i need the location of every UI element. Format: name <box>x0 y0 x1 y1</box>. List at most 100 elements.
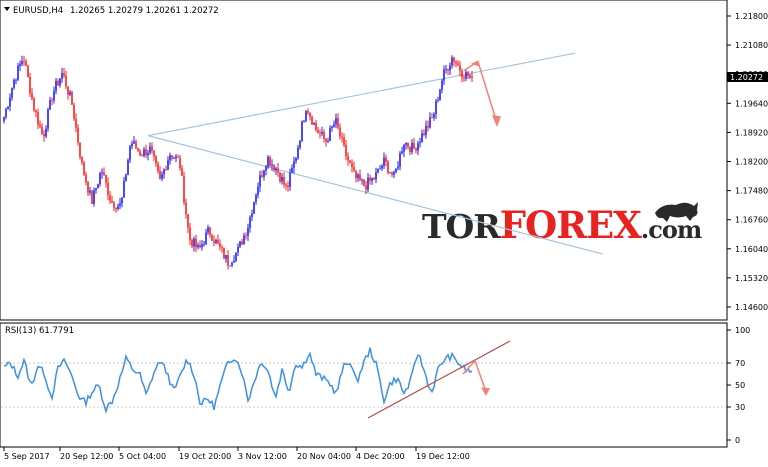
candle-body <box>403 144 405 152</box>
price-tick-label: 1.21080 <box>735 41 768 50</box>
candle-body <box>289 172 291 187</box>
candle-body <box>291 167 293 173</box>
candle-body <box>211 234 213 241</box>
candle-body <box>471 76 473 78</box>
time-tick-label: 5 Oct 04:00 <box>119 452 166 461</box>
candle-body <box>279 172 281 182</box>
candle-body <box>371 178 373 181</box>
candle-body <box>171 155 173 159</box>
candle-body <box>287 185 289 187</box>
candle-body <box>7 106 9 109</box>
rsi-line <box>3 347 473 415</box>
candle-body <box>219 243 221 248</box>
candle-body <box>167 160 169 170</box>
candle-body <box>407 142 409 147</box>
rsi-panel[interactable] <box>0 322 728 448</box>
candle-body <box>181 168 183 177</box>
candle-body <box>53 90 55 101</box>
candle-body <box>35 110 37 113</box>
candle-body <box>277 168 279 173</box>
candle-body <box>227 255 229 266</box>
candle-body <box>125 174 127 181</box>
candle-body <box>459 65 461 71</box>
candle-body <box>89 190 91 193</box>
candle-body <box>373 178 375 180</box>
time-tick-label: 4 Dec 20:00 <box>356 452 405 461</box>
candle-body <box>237 246 239 253</box>
candle-body <box>195 238 197 248</box>
candle-body <box>275 168 277 171</box>
upper-trendline <box>147 52 576 137</box>
candle-body <box>365 185 367 190</box>
candle-body <box>281 177 283 182</box>
candle-body <box>341 136 343 138</box>
candle-body <box>375 172 377 180</box>
candle-body <box>389 172 391 174</box>
candle-body <box>267 156 269 167</box>
candle-body <box>323 132 325 139</box>
candle-body <box>427 125 429 128</box>
candle-body <box>369 177 371 181</box>
candle-body <box>331 126 333 128</box>
candle-body <box>399 153 401 167</box>
candle-body <box>141 155 143 157</box>
price-panel[interactable] <box>0 0 728 321</box>
candle-body <box>261 175 263 177</box>
watermark-part-1: FOREX <box>500 203 642 247</box>
candle-body <box>359 174 361 181</box>
candle-body <box>251 213 253 217</box>
candle-body <box>247 227 249 236</box>
trendlines[interactable] <box>147 52 604 255</box>
candle-body <box>133 141 135 144</box>
candle-body <box>311 116 313 125</box>
candle-body <box>321 132 323 134</box>
candle-body <box>409 146 411 152</box>
watermark-part-0: TOR <box>422 207 501 246</box>
candle-body <box>429 117 431 128</box>
candle-body <box>65 75 67 87</box>
candle-body <box>193 238 195 247</box>
candle-body <box>463 77 465 79</box>
candle-body <box>325 138 327 142</box>
watermark-part-2: .com <box>641 215 702 244</box>
candle-body <box>73 104 75 119</box>
candle-body <box>419 142 421 144</box>
candle-body <box>309 112 311 117</box>
candle-body <box>33 98 35 111</box>
candle-body <box>231 262 233 266</box>
candle-body <box>249 216 251 228</box>
candle-body <box>319 133 321 134</box>
price-tick-label: 1.15320 <box>735 274 768 283</box>
candle-body <box>327 140 329 142</box>
candle-body <box>221 247 223 248</box>
time-tick-label: 20 Nov 04:00 <box>297 452 351 461</box>
candle-body <box>235 252 237 261</box>
candle-body <box>217 239 219 244</box>
candle-body <box>257 186 259 196</box>
candle-body <box>259 175 261 187</box>
candle-body <box>305 111 307 121</box>
candle-body <box>3 117 5 122</box>
price-tick-label: 1.16760 <box>735 216 768 225</box>
candle-body <box>413 142 415 149</box>
candle-body <box>17 65 19 80</box>
collapse-triangle-icon[interactable] <box>4 7 10 11</box>
candle-body <box>51 100 53 101</box>
candle-body <box>191 239 193 247</box>
rsi-layer: 100 70 50 30 0 <box>1 326 750 445</box>
candle-body <box>49 100 51 110</box>
candle-body <box>31 93 33 99</box>
candle-body <box>355 170 357 178</box>
candle-body <box>9 97 11 107</box>
candle-body <box>243 235 245 245</box>
candle-body <box>129 146 131 161</box>
candle-body <box>67 86 69 95</box>
candle-body <box>349 160 351 163</box>
price-tick-label: 1.21800 <box>735 12 768 21</box>
candle-body <box>187 214 189 228</box>
rsi-tick-label: 70 <box>735 359 745 368</box>
candle-body <box>437 99 439 101</box>
candle-body <box>175 156 177 159</box>
candle-body <box>307 111 309 113</box>
